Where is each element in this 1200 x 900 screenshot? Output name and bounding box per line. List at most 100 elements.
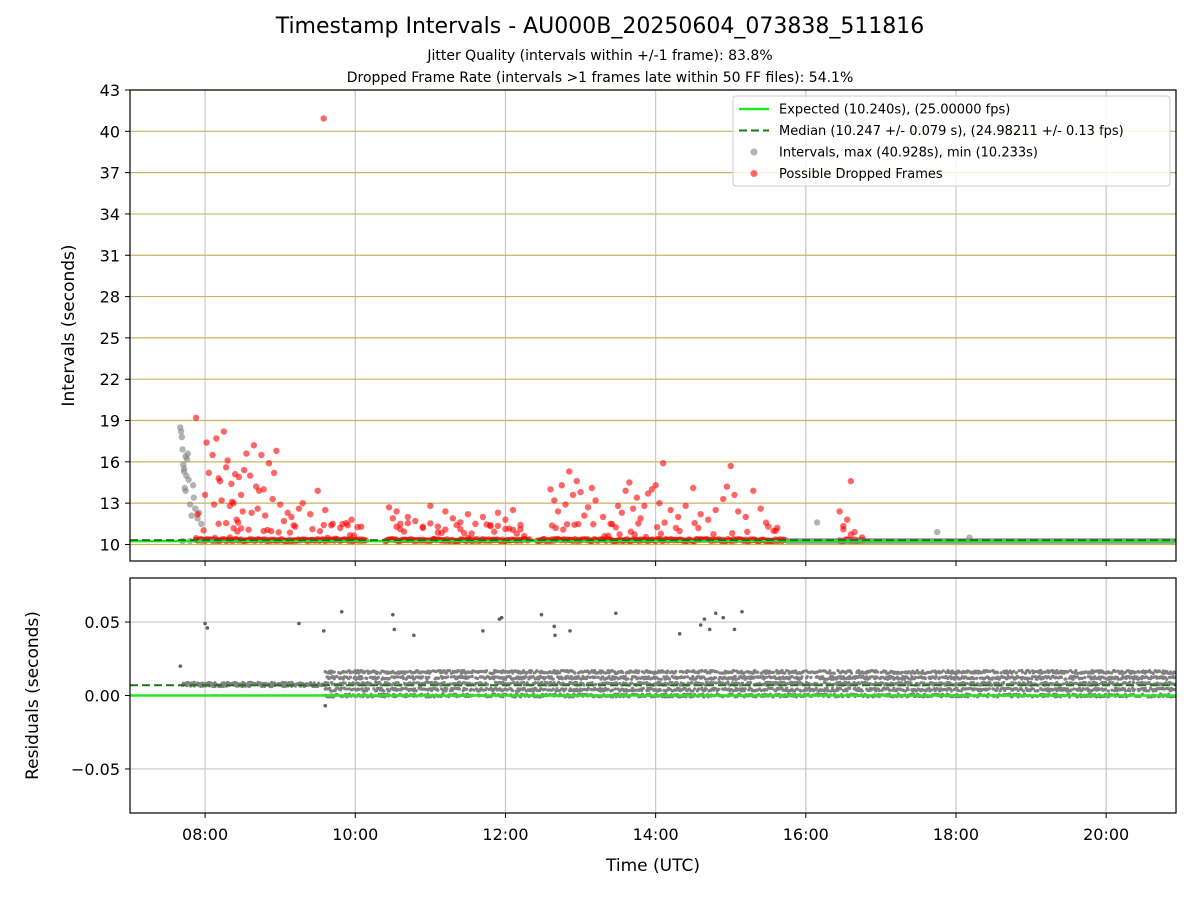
residuals-panel: 08:00 10:00 12:00 14:00 16:00 18:00 20:00 −0.05…	[23, 577, 1177, 876]
dropped-frame-point	[192, 414, 200, 421]
residual-point	[365, 680, 370, 685]
dropped-frame-point	[358, 523, 365, 530]
y-tick-label: −0.05	[71, 760, 120, 779]
y-tick-label: 34	[100, 205, 120, 224]
dropped-frame-point	[270, 469, 278, 477]
dropped-frame-point	[513, 530, 520, 537]
dropped-frame-point	[616, 531, 623, 538]
residual-point	[903, 689, 908, 693]
residual-point	[585, 675, 590, 679]
residual-point	[537, 677, 541, 681]
residual-point	[614, 611, 618, 616]
residual-point	[363, 670, 367, 674]
residual-point	[382, 689, 386, 693]
residual-point	[509, 681, 513, 685]
residual-point	[1029, 680, 1033, 685]
residual-point	[999, 671, 1003, 675]
dropped-frame-point	[397, 520, 404, 528]
y-tick-label: 10	[100, 535, 120, 554]
dropped-frame-point	[661, 519, 668, 526]
dropped-frame-point	[622, 487, 629, 494]
dropped-frame-point	[653, 523, 661, 531]
dropped-frame-point	[635, 520, 642, 527]
residual-point	[827, 677, 831, 681]
dropped-frame-point	[228, 480, 235, 488]
residual-point	[465, 687, 469, 691]
dropped-frame-point	[457, 519, 464, 526]
dropped-frame-point	[210, 501, 218, 508]
residual-point	[681, 670, 685, 674]
residual-point	[1080, 676, 1084, 680]
residual-point	[1072, 687, 1076, 691]
residual-point	[1012, 669, 1016, 673]
residual-point	[415, 669, 419, 673]
residual-point	[906, 688, 910, 692]
dropped-frame-point	[566, 468, 573, 475]
residual-point	[957, 689, 961, 693]
dropped-frame-point	[720, 495, 727, 503]
residual-point	[436, 688, 440, 692]
residual-point	[1036, 689, 1040, 693]
residual-point	[360, 676, 364, 680]
residual-point	[659, 677, 663, 681]
residual-point	[987, 687, 991, 691]
residual-point	[941, 669, 945, 673]
dropped-frame-point	[689, 484, 697, 492]
residual-point	[588, 675, 592, 679]
dropped-frame-point	[385, 504, 393, 511]
dropped-frame-point	[851, 528, 858, 536]
residual-point	[717, 687, 721, 691]
residual-point	[1066, 670, 1070, 674]
dropped-frame-point	[487, 521, 494, 529]
residual-point	[930, 688, 934, 692]
residual-point	[938, 676, 942, 680]
interval-point	[192, 505, 199, 512]
residual-point	[1016, 675, 1020, 679]
residual-point	[533, 680, 537, 685]
dropped-frame-point	[322, 506, 329, 514]
dropped-frame-point	[237, 491, 245, 499]
residual-point	[1133, 670, 1137, 675]
dropped-frame-point	[479, 513, 487, 521]
y-tick-label: 0.05	[84, 613, 120, 632]
residual-point	[783, 671, 787, 675]
dropped-frame-point	[235, 473, 243, 481]
residual-point	[826, 689, 830, 693]
residual-point	[1083, 675, 1087, 680]
residual-point	[551, 687, 555, 691]
residual-point	[915, 669, 919, 673]
interval-point	[178, 433, 186, 441]
x-tick-label: 20:00	[1083, 825, 1129, 844]
residual-point	[949, 689, 954, 693]
residual-point	[365, 676, 369, 681]
residual-point	[731, 677, 736, 681]
residual-point	[321, 629, 326, 633]
dropped-frame-point	[337, 524, 344, 532]
residual-point	[732, 669, 736, 673]
y-tick-label: 0.00	[84, 687, 120, 706]
residual-point	[667, 677, 672, 681]
legend-intervals-label: Intervals, max (40.928s), min (10.233s)	[779, 146, 1038, 161]
residual-point	[809, 675, 813, 680]
residual-point	[1064, 677, 1068, 681]
residual-point	[919, 681, 923, 685]
residual-point	[1061, 682, 1065, 686]
residual-point	[742, 671, 746, 675]
residual-point	[396, 681, 400, 685]
residual-point	[586, 686, 590, 690]
dropped-frame-rate-subtitle: Dropped Frame Rate (intervals >1 frames …	[346, 70, 854, 86]
residual-point	[511, 689, 515, 693]
dropped-frame-point	[656, 499, 663, 507]
residual-point	[1081, 687, 1085, 691]
residual-point	[1158, 669, 1162, 673]
residual-point	[733, 674, 737, 679]
residual-point	[743, 687, 747, 691]
residual-point	[679, 681, 683, 685]
residual-point	[1021, 670, 1025, 674]
residual-point	[475, 676, 480, 681]
dropped-frame-point	[691, 519, 698, 527]
dropped-frame-point	[216, 477, 224, 485]
residual-point	[734, 677, 738, 681]
residual-point	[348, 675, 353, 679]
